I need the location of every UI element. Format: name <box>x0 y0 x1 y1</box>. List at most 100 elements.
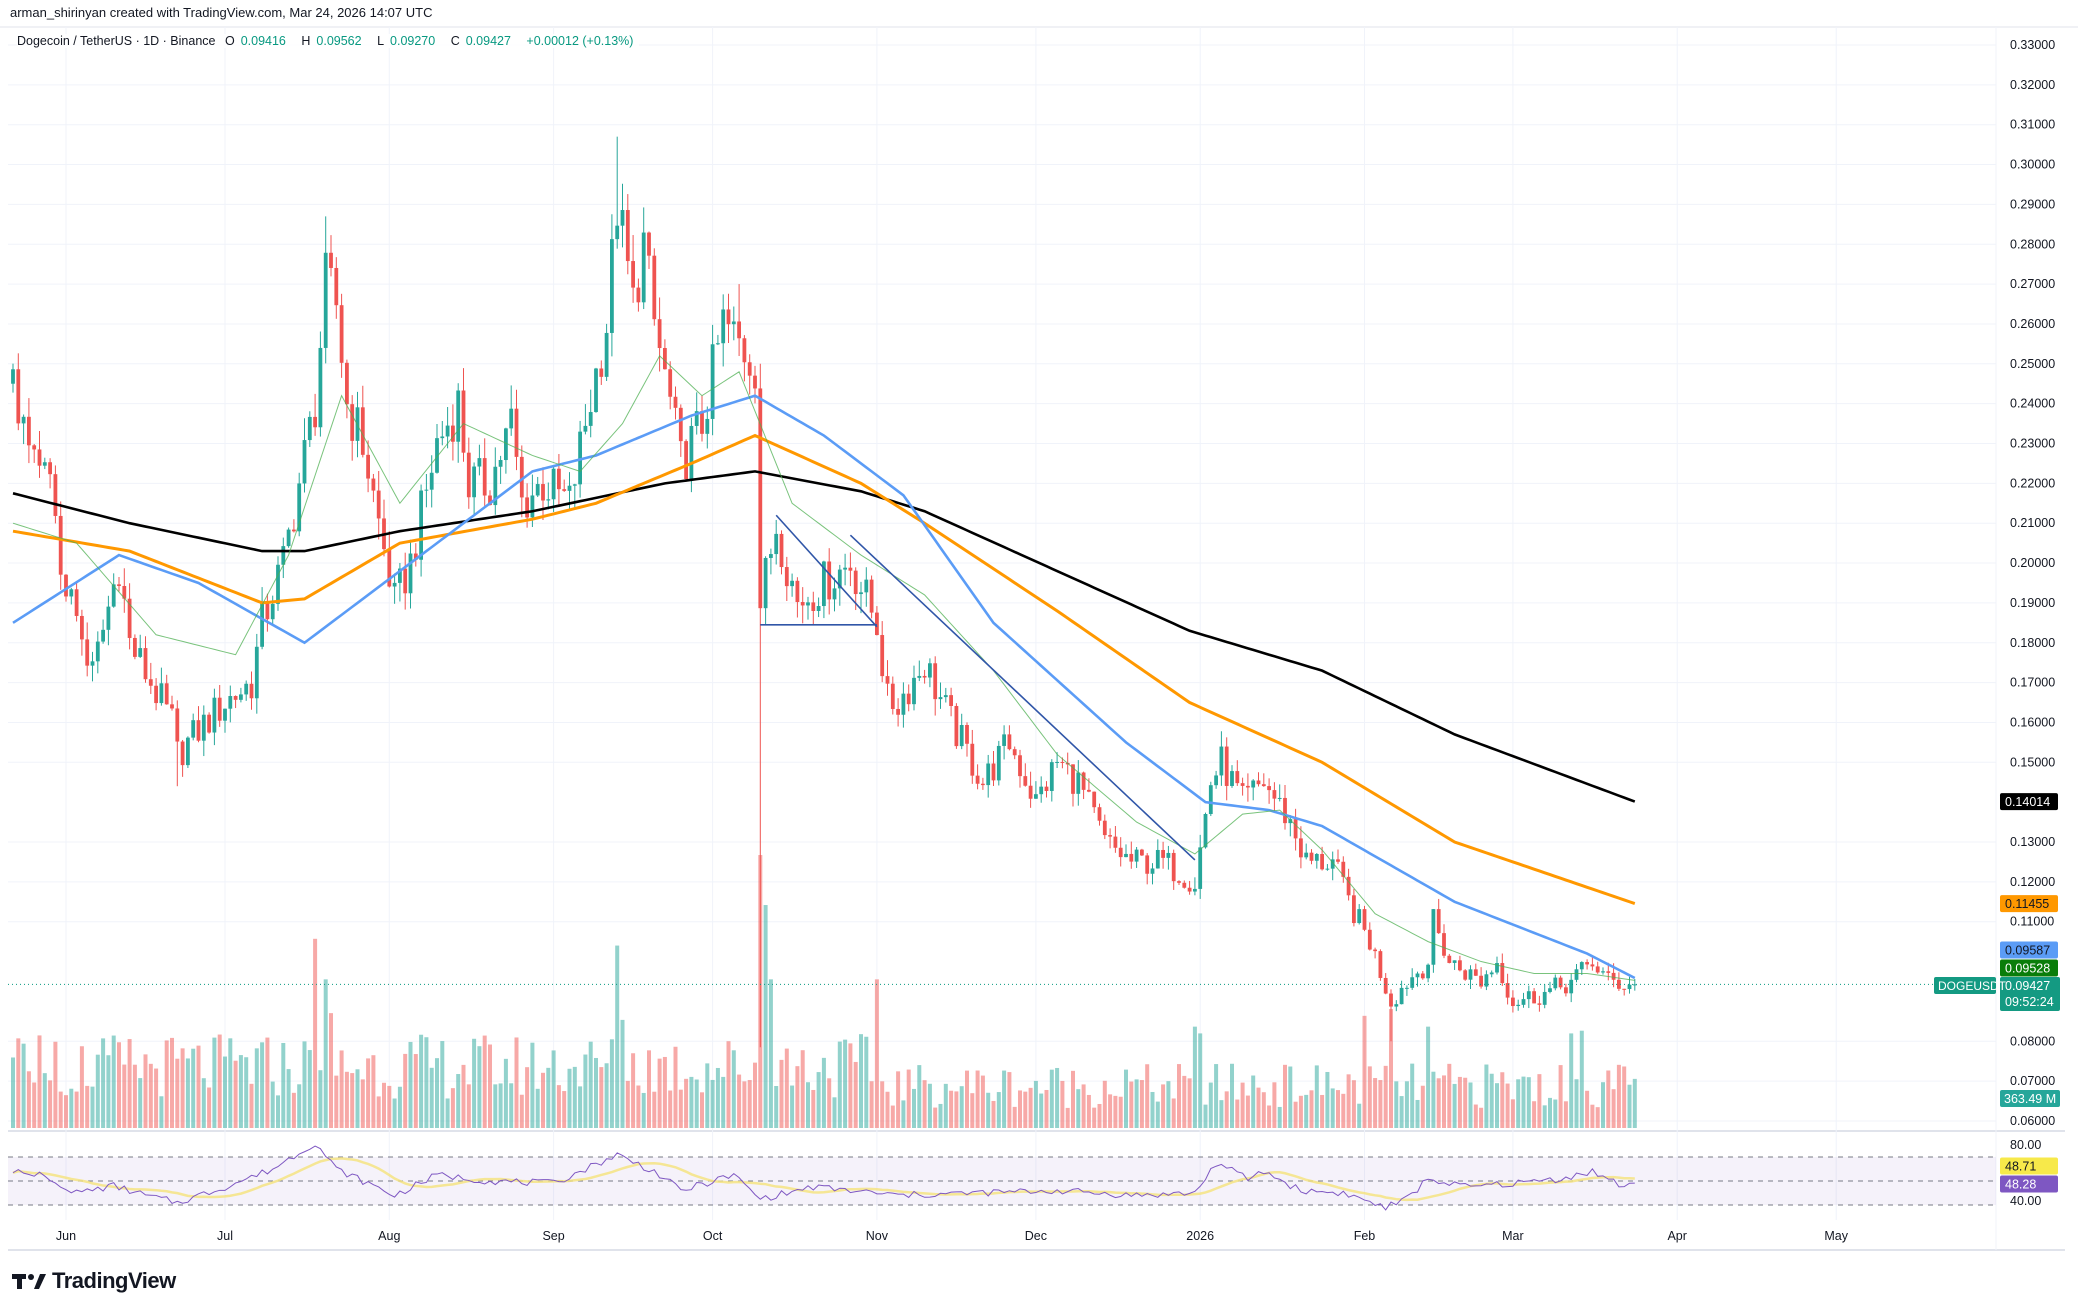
time-tick-label: Jun <box>56 1229 76 1243</box>
candle-body <box>906 693 911 705</box>
candle-body <box>117 584 121 587</box>
candle-body <box>514 408 519 457</box>
trendline <box>775 514 878 628</box>
volume-bar <box>1139 1080 1144 1128</box>
candle-body <box>1426 964 1430 979</box>
volume-bar <box>567 1068 572 1128</box>
volume-bar <box>1060 1080 1065 1128</box>
moving-average-line-blue <box>12 394 1636 980</box>
candle-body <box>1548 988 1552 992</box>
candle-body <box>1002 734 1006 746</box>
volume-bar <box>535 1088 540 1128</box>
candle-body <box>504 428 508 461</box>
volume-bar <box>1510 1099 1515 1128</box>
volume-bar <box>1447 1063 1452 1128</box>
volume-bar <box>975 1070 980 1128</box>
volume-bar <box>1261 1092 1266 1128</box>
volume-bar <box>763 905 768 1128</box>
candle-body <box>170 704 174 709</box>
symbol-tag-bg <box>1934 977 1996 994</box>
candle-body <box>1458 960 1462 971</box>
volume-bar <box>1002 1070 1007 1128</box>
candle-body <box>228 696 233 709</box>
volume-bar <box>477 1046 482 1128</box>
volume-bar <box>864 1036 869 1128</box>
volume-bar <box>731 1050 736 1128</box>
rsi-ma-line <box>12 1157 1635 1202</box>
candle-body <box>281 546 286 565</box>
volume-bar <box>609 1039 614 1128</box>
candle-body <box>1325 868 1330 870</box>
volume-bar <box>1134 1079 1139 1128</box>
candle-body <box>1447 955 1452 963</box>
candle-body <box>1606 971 1611 973</box>
volume-bar <box>514 1037 519 1128</box>
candle-body <box>307 416 312 441</box>
candle-body <box>631 261 635 288</box>
symbol-legend[interactable]: Dogecoin / TetherUS · 1D · Binance O 0.09… <box>17 34 640 48</box>
volume-bar <box>111 1035 116 1128</box>
volume-bar <box>265 1037 270 1128</box>
candle-body <box>196 720 201 741</box>
candle-body <box>1511 997 1515 1007</box>
volume-bar <box>954 1091 959 1128</box>
volume-bar <box>95 1054 100 1128</box>
volume-bar <box>1383 1065 1388 1128</box>
candle-body <box>233 696 238 700</box>
volume-bar <box>397 1086 402 1128</box>
rsi-ma-value-badge-bg <box>2000 1157 2058 1175</box>
price-tick-label: 0.12000 <box>2010 875 2055 889</box>
volume-bar <box>848 1043 853 1128</box>
candle-body <box>1336 859 1340 862</box>
candle-body <box>800 602 805 606</box>
candle-body <box>657 319 662 349</box>
volume-bar <box>588 1041 593 1128</box>
open-label: O <box>224 34 235 48</box>
candle-body <box>1405 987 1409 989</box>
volume-bar <box>1187 1078 1192 1128</box>
volume-bar <box>641 1092 646 1128</box>
volume-bar <box>1574 1079 1579 1128</box>
ohlc-open: O 0.09416 <box>225 34 292 48</box>
volume-bar <box>821 1057 826 1128</box>
volume-bar <box>503 1058 508 1128</box>
candle-body <box>843 567 847 570</box>
candle-body <box>1627 984 1632 990</box>
volume-bar <box>429 1067 434 1128</box>
candle-body <box>186 737 190 766</box>
candle-body <box>705 418 710 434</box>
candle-body <box>1532 991 1536 1004</box>
volume-bars <box>11 855 1637 1128</box>
last-price-value: 0.09427 <box>2005 979 2050 993</box>
candle-body <box>313 416 317 428</box>
candle-body <box>1124 853 1128 858</box>
volume-bar <box>1351 1080 1356 1128</box>
candle-body <box>1590 964 1595 967</box>
volume-bar <box>1129 1081 1134 1128</box>
candle-body <box>1240 783 1245 786</box>
candle-body <box>986 763 991 786</box>
volume-bar <box>1118 1096 1123 1128</box>
moving-average-line-green <box>12 355 1635 981</box>
volume-bar <box>1537 1074 1542 1128</box>
candle-body <box>1028 785 1033 799</box>
ohlc-low: L 0.09270 <box>377 34 441 48</box>
volume-bar <box>366 1058 371 1128</box>
candle-body <box>398 568 402 583</box>
candle-body <box>1283 797 1287 824</box>
time-tick-label: Dec <box>1025 1229 1047 1243</box>
volume-bar <box>986 1092 991 1128</box>
volume-bar <box>53 1041 58 1128</box>
candle-body <box>424 489 429 491</box>
trendline <box>849 534 1196 861</box>
volume-bar <box>1102 1080 1107 1128</box>
candle-body <box>827 561 832 600</box>
tradingview-logo[interactable]: TradingView <box>12 1268 176 1294</box>
candle-body <box>1129 853 1134 862</box>
candle-body <box>42 462 47 466</box>
candle-body <box>1182 882 1187 888</box>
volume-bar <box>1378 1080 1383 1128</box>
volume-bar <box>1516 1079 1521 1128</box>
candle-body <box>85 639 90 666</box>
